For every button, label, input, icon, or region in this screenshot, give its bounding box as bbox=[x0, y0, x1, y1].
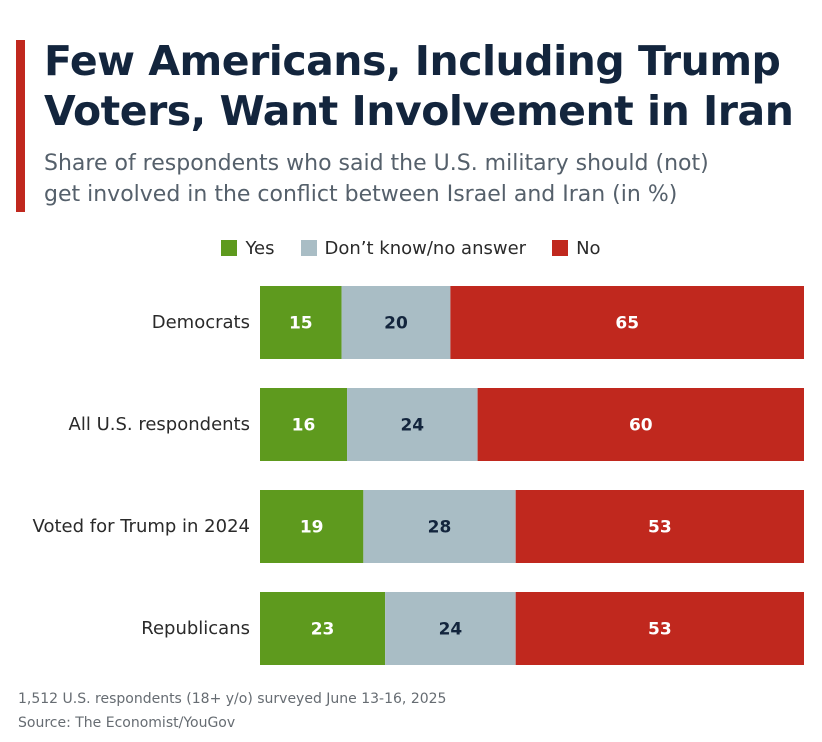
source-note: Source: The Economist/YouGov bbox=[18, 715, 236, 731]
data-label-yes-1: 16 bbox=[292, 416, 316, 436]
data-label-dont-know-2: 28 bbox=[428, 518, 452, 538]
bar-yes-0 bbox=[260, 286, 342, 359]
bar-dont-know-1 bbox=[347, 388, 478, 461]
category-label-1: All U.S. respondents bbox=[68, 413, 250, 435]
data-label-no-3: 53 bbox=[648, 620, 672, 640]
data-label-no-2: 53 bbox=[648, 518, 672, 538]
bar-no-2 bbox=[515, 490, 804, 563]
accent-bar bbox=[16, 40, 25, 212]
category-label-3: Republicans bbox=[141, 617, 250, 639]
legend-label-dont-know: Don’t know/no answer bbox=[324, 237, 527, 259]
chart-title-line-1: Few Americans, Including Trump bbox=[44, 37, 781, 85]
data-label-dont-know-3: 24 bbox=[439, 620, 463, 640]
data-label-yes-2: 19 bbox=[300, 518, 324, 538]
data-label-yes-3: 23 bbox=[311, 620, 335, 640]
survey-note: 1,512 U.S. respondents (18+ y/o) surveye… bbox=[18, 691, 447, 707]
data-label-dont-know-0: 20 bbox=[384, 314, 408, 334]
chart-title-line-2: Voters, Want Involvement in Iran bbox=[44, 87, 794, 135]
legend-item-no: No bbox=[552, 237, 601, 259]
category-label-0: Democrats bbox=[151, 311, 250, 333]
bar-no-0 bbox=[450, 286, 804, 359]
bar-dont-know-0 bbox=[341, 286, 451, 359]
chart-legend: Yes Don’t know/no answer No bbox=[0, 236, 822, 260]
legend-label-yes: Yes bbox=[245, 237, 275, 259]
bar-dont-know-2 bbox=[363, 490, 516, 563]
legend-item-yes: Yes bbox=[221, 237, 275, 259]
bar-yes-2 bbox=[260, 490, 364, 563]
bar-no-3 bbox=[515, 592, 804, 665]
category-label-2: Voted for Trump in 2024 bbox=[32, 515, 250, 537]
chart-subtitle-line-2: get involved in the conflict between Isr… bbox=[44, 182, 678, 207]
data-label-no-1: 60 bbox=[629, 416, 653, 436]
legend-swatch-no bbox=[552, 240, 569, 256]
legend-label-no: No bbox=[576, 237, 601, 259]
chart-title: Few Americans, Including Trump Voters, W… bbox=[44, 36, 816, 136]
bar-yes-3 bbox=[260, 592, 386, 665]
legend-swatch-yes bbox=[221, 240, 238, 256]
legend-swatch-dont-know bbox=[300, 240, 317, 256]
data-label-yes-0: 15 bbox=[289, 314, 313, 334]
chart-subtitle: Share of respondents who said the U.S. m… bbox=[44, 148, 816, 210]
bar-no-1 bbox=[477, 388, 804, 461]
legend-item-dont-know: Don’t know/no answer bbox=[300, 237, 527, 259]
bar-yes-1 bbox=[260, 388, 348, 461]
data-label-dont-know-1: 24 bbox=[400, 416, 424, 436]
chart-subtitle-line-1: Share of respondents who said the U.S. m… bbox=[44, 151, 709, 176]
bar-dont-know-3 bbox=[385, 592, 516, 665]
data-label-no-0: 65 bbox=[615, 314, 639, 334]
